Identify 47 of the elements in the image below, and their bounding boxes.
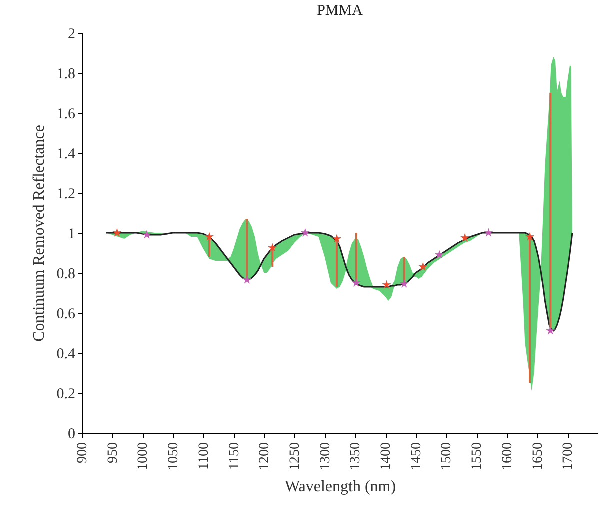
y-axis-title: Continuum Removed Reflectance — [30, 125, 48, 342]
y-tick-label: 2 — [68, 26, 76, 42]
y-tick-label: 1.4 — [56, 146, 76, 162]
point — [546, 326, 556, 335]
x-tick-label: 1400 — [379, 442, 394, 470]
point — [418, 262, 428, 271]
x-tick-label: 1600 — [500, 442, 516, 470]
point — [332, 234, 342, 243]
x-tick-label: 950 — [106, 442, 121, 464]
x-tick-label: 1550 — [470, 442, 486, 470]
y-tick-label: 0.8 — [56, 266, 76, 282]
x-tick-label: 1150 — [227, 442, 242, 470]
x-tick-label: 1050 — [166, 442, 182, 470]
point — [526, 232, 535, 241]
point — [142, 230, 152, 239]
y-tick-label: 0 — [68, 426, 76, 442]
point — [300, 228, 310, 237]
x-tick-label: 1700 — [561, 442, 576, 470]
point — [242, 275, 252, 284]
x-tick-label: 1450 — [409, 442, 424, 470]
y-tick-label: 0.2 — [56, 386, 76, 402]
point — [382, 280, 392, 289]
point — [484, 228, 494, 237]
x-tick-label: 1200 — [258, 442, 273, 470]
point — [435, 250, 444, 259]
point — [400, 279, 409, 288]
x-tick-label: 1350 — [348, 442, 364, 470]
point — [204, 232, 214, 241]
y-tick-label: 1.2 — [56, 186, 76, 202]
chart-title: PMMA — [317, 3, 364, 19]
x-tick-label: 1500 — [440, 442, 455, 470]
x-tick-label: 1100 — [196, 442, 212, 470]
point — [268, 243, 278, 252]
x-axis-title: Wavelength (nm) — [284, 478, 396, 496]
point — [460, 233, 470, 242]
x-tick-label: 1000 — [136, 442, 152, 470]
x-tick-label: 900 — [76, 442, 90, 464]
y-tick-label: 1.8 — [56, 66, 76, 82]
point — [112, 228, 122, 237]
x-tick-label: 1250 — [288, 442, 303, 470]
y-tick-label: 1.6 — [56, 106, 76, 122]
point — [352, 278, 361, 287]
y-tick-label: 1 — [68, 226, 76, 242]
x-tick-label: 1650 — [530, 442, 546, 470]
y-tick-label: 0.6 — [56, 306, 76, 322]
x-tick-label: 1300 — [318, 442, 334, 470]
y-tick-label: 0.4 — [56, 346, 76, 362]
